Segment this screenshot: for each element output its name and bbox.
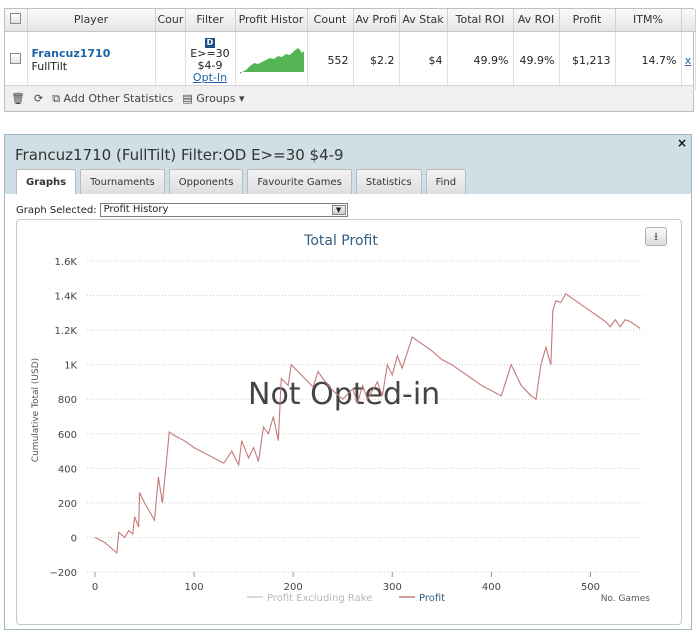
y-tick-label: 0 — [71, 533, 77, 544]
y-tick-label: 200 — [58, 499, 77, 510]
av-roi-cell: 49.9% — [513, 31, 560, 90]
y-tick-label: 800 — [58, 395, 77, 406]
player-cell: Francuz1710 FullTilt — [27, 31, 156, 90]
remove-row-link[interactable]: x — [684, 53, 692, 67]
av-profit-cell: $2.2 — [353, 31, 400, 90]
row-checkbox-cell[interactable] — [5, 31, 28, 90]
av-stake-cell: $4 — [399, 31, 448, 90]
refresh-icon[interactable]: ⟳ — [33, 92, 44, 105]
table-header-row: Player Cour Filter Profit Histor Count A… — [5, 9, 696, 32]
opt-in-link[interactable]: Opt-In — [192, 71, 228, 84]
player-name-link[interactable]: Francuz1710 — [31, 47, 111, 60]
col-header-count[interactable]: Count — [307, 9, 354, 32]
col-header-av-profit[interactable]: Av Profi — [353, 9, 400, 32]
col-header-course[interactable]: Cour — [155, 9, 186, 32]
total-roi-cell: 49.9% — [447, 31, 514, 90]
x-tick-label: 400 — [482, 582, 501, 593]
profit-history-cell[interactable] — [235, 31, 308, 90]
x-tick-label: 300 — [383, 582, 402, 593]
chevron-down-icon: ▾ — [239, 92, 245, 105]
col-header-itm[interactable]: ITM% — [615, 9, 682, 32]
graph-select[interactable]: Profit History ▼ — [99, 203, 348, 217]
chart-container: Total Profit −200 0 200 400 600 800 1K 1.2K 1.4K… — [16, 219, 682, 625]
profit-chart: Total Profit −200 0 200 400 600 800 1K 1.2K 1.4K… — [31, 233, 651, 604]
x-axis: 0 100 200 300 400 500 — [92, 572, 600, 593]
groups-icon: ▤ — [182, 92, 193, 105]
legend-item-profit[interactable]: Profit — [419, 593, 445, 604]
y-tick-label: −200 — [50, 568, 77, 579]
stats-table-panel: Player Cour Filter Profit Histor Count A… — [4, 8, 696, 112]
y-tick-label: 600 — [58, 430, 77, 441]
y-axis-label: Cumulative Total (USD) — [31, 358, 41, 462]
player-site: FullTilt — [31, 60, 68, 73]
y-tick-label: 400 — [58, 464, 77, 475]
y-axis: −200 0 200 400 600 800 1K 1.2K 1.4K 1.6K — [50, 257, 78, 579]
col-header-player[interactable]: Player — [27, 9, 156, 32]
graph-select-value: Profit History — [103, 204, 169, 215]
tab-find[interactable]: Find — [425, 169, 467, 194]
col-header-actions — [681, 9, 696, 32]
table-toolbar: 🗑 ⟳ ⧉ Add Other Statistics ▤ Groups ▾ — [5, 85, 693, 111]
trash-icon[interactable]: 🗑 — [11, 92, 25, 105]
table-row: Francuz1710 FullTilt D E>=30 $4-9 Opt-In… — [5, 31, 696, 90]
tab-statistics[interactable]: Statistics — [355, 169, 422, 194]
chart-title: Total Profit — [303, 233, 378, 249]
select-all-checkbox-cell[interactable] — [5, 9, 28, 32]
filter-line2: $4-9 — [197, 59, 223, 72]
y-tick-label: 1.6K — [55, 257, 78, 268]
course-cell — [155, 31, 186, 90]
filter-line1: E>=30 — [190, 47, 230, 60]
col-header-profit-history[interactable]: Profit Histor — [235, 9, 308, 32]
x-tick-label: 100 — [185, 582, 204, 593]
panel-tabs: Graphs Tournaments Opponents Favourite G… — [16, 169, 467, 194]
chart-legend: Profit Excluding Rake Profit — [247, 593, 445, 604]
panel-title: Francuz1710 (FullTilt) Filter:OD E>=30 $… — [15, 146, 344, 164]
download-icon[interactable]: ⭳ — [645, 227, 667, 246]
profit-sparkline[interactable] — [236, 32, 308, 86]
tab-opponents[interactable]: Opponents — [168, 169, 244, 194]
col-header-av-roi[interactable]: Av ROI — [513, 9, 560, 32]
y-tick-label: 1.2K — [55, 326, 78, 337]
profit-cell: $1,213 — [559, 31, 616, 90]
groups-button[interactable]: ▤ Groups ▾ — [182, 92, 244, 105]
tab-favourite-games[interactable]: Favourite Games — [247, 169, 352, 194]
x-tick-label: 0 — [92, 582, 98, 593]
graph-selected-label: Graph Selected: — [16, 204, 97, 216]
chart-grid — [87, 260, 645, 573]
itm-cell: 14.7% — [615, 31, 682, 90]
legend-item-profit-excluding-rake[interactable]: Profit Excluding Rake — [267, 593, 372, 604]
stats-table: Player Cour Filter Profit Histor Count A… — [5, 9, 696, 90]
select-all-checkbox[interactable] — [10, 12, 22, 24]
chevron-down-icon[interactable]: ▼ — [331, 205, 346, 215]
tab-tournaments[interactable]: Tournaments — [80, 169, 165, 194]
y-tick-label: 1K — [64, 361, 77, 372]
col-header-total-roi[interactable]: Total ROI — [447, 9, 514, 32]
col-header-filter[interactable]: Filter — [185, 9, 236, 32]
sparkline-area — [239, 47, 304, 74]
y-tick-label: 1.4K — [55, 292, 78, 303]
col-header-av-stake[interactable]: Av Stak — [399, 9, 448, 32]
x-tick-label: 200 — [284, 582, 303, 593]
groups-label: Groups — [196, 92, 236, 105]
row-checkbox[interactable] — [10, 53, 22, 64]
remove-cell: x — [681, 31, 696, 90]
close-icon[interactable]: × — [676, 136, 687, 150]
col-header-profit[interactable]: Profit — [559, 9, 616, 32]
series-line-profit — [94, 293, 641, 555]
graph-selector-row: Graph Selected: Profit History ▼ — [16, 203, 348, 217]
count-cell: 552 — [307, 31, 354, 90]
x-axis-label: No. Games — [601, 594, 651, 604]
player-detail-panel: Francuz1710 (FullTilt) Filter:OD E>=30 $… — [4, 134, 692, 630]
not-opted-in-overlay: Not Opted-in — [248, 377, 440, 412]
add-statistics-button[interactable]: ⧉ Add Other Statistics — [52, 92, 173, 106]
add-columns-icon: ⧉ — [52, 91, 61, 105]
filter-cell: D E>=30 $4-9 Opt-In — [185, 31, 236, 90]
tab-graphs[interactable]: Graphs — [16, 169, 77, 194]
x-tick-label: 500 — [581, 582, 600, 593]
add-statistics-label: Add Other Statistics — [63, 91, 174, 105]
filter-badge: D — [205, 38, 215, 48]
